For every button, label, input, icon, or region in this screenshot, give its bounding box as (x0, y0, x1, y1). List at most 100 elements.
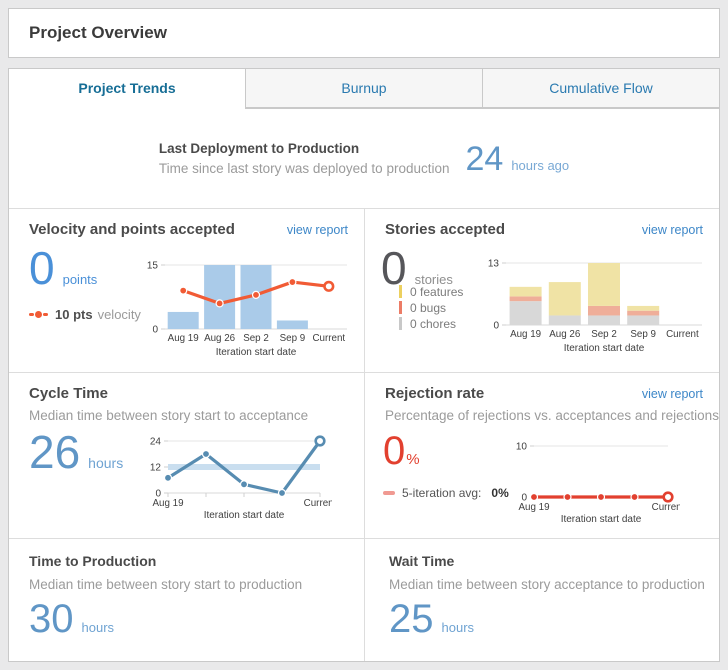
cycle-value: 26 (29, 426, 81, 478)
rejection-value-group: 0 % (383, 431, 420, 471)
velocity-panel: Velocity and points accepted view report… (9, 208, 364, 372)
svg-text:Aug 19: Aug 19 (152, 498, 183, 509)
svg-text:0: 0 (493, 321, 499, 332)
tab-cumulative-flow[interactable]: Cumulative Flow (482, 68, 720, 108)
velocity-value: 0 (29, 242, 55, 294)
svg-text:Current: Current (666, 329, 699, 340)
chores-swatch-icon (399, 317, 402, 330)
stories-value: 0 (381, 242, 407, 294)
wait-time-panel: Wait Time Median time between story acce… (364, 538, 719, 661)
bugs-legend-label: 0 bugs (410, 300, 447, 315)
deployment-text: Last Deployment to Production Time since… (159, 141, 450, 176)
rejection-subtitle: Percentage of rejections vs. acceptances… (385, 408, 719, 423)
velocity-title: Velocity and points accepted (29, 221, 235, 238)
time-to-production-unit: hours (81, 620, 115, 635)
svg-text:15: 15 (147, 261, 159, 272)
velocity-view-report-link[interactable]: view report (286, 223, 348, 237)
velocity-legend-value: 10 pts (55, 307, 93, 322)
features-swatch-icon (399, 285, 402, 298)
svg-text:12: 12 (150, 463, 162, 474)
svg-text:Current: Current (652, 502, 680, 513)
svg-text:Aug 19: Aug 19 (510, 329, 541, 340)
svg-text:Aug 19: Aug 19 (518, 502, 549, 513)
time-to-production-subtitle: Median time between story start to produ… (29, 577, 303, 592)
svg-text:Current: Current (304, 498, 332, 509)
avg-line-icon (383, 491, 395, 495)
cycle-time-title: Cycle Time (29, 385, 108, 402)
last-deployment-section: Last Deployment to Production Time since… (9, 109, 719, 208)
velocity-legend-label: velocity (97, 307, 141, 322)
stories-panel: Stories accepted view report 0 stories 0… (364, 208, 719, 372)
wait-time-value-group: 25 hours (389, 599, 474, 639)
cycle-value-group: 26 hours (29, 429, 123, 475)
svg-text:0: 0 (521, 493, 527, 504)
stories-title: Stories accepted (385, 221, 506, 238)
velocity-chart: 0 15 Aug 19 Aug 26 Sep 2 Sep 9 Current Iteratio… (147, 261, 347, 358)
velocity-value-group: 0 points (29, 245, 97, 291)
time-to-production-value: 30 (29, 597, 74, 641)
tab-bar: Project Trends Burnup Cumulative Flow (8, 68, 720, 109)
velocity-line-icon (29, 311, 48, 318)
wait-time-unit: hours (441, 620, 475, 635)
svg-text:Sep 2: Sep 2 (591, 329, 617, 340)
deployment-value-group: 24 hours ago (465, 142, 569, 176)
page-title: Project Overview (29, 23, 167, 42)
velocity-legend: 10 pts velocity (29, 307, 141, 322)
stories-view-report-link[interactable]: view report (641, 223, 703, 237)
deployment-unit: hours ago (511, 157, 570, 173)
deployment-value: 24 (465, 139, 504, 178)
legend-item-bugs: 0 bugs (399, 300, 463, 315)
rejection-unit: % (406, 451, 420, 468)
stories-chart: 0 13 Aug 19 Aug 26 Sep 2 Sep 9 Current Iteratio… (488, 259, 702, 354)
cycle-time-panel: Cycle Time Median time between story sta… (9, 372, 364, 538)
bugs-swatch-icon (399, 301, 402, 314)
rejection-rate-panel: Rejection rate view report Percentage of… (364, 372, 719, 538)
tab-project-trends[interactable]: Project Trends (8, 68, 246, 109)
svg-text:24: 24 (150, 437, 162, 448)
rejection-chart: 0 10 Aug 19 Current Iteration start date (516, 442, 680, 526)
svg-text:Sep 9: Sep 9 (280, 333, 306, 344)
svg-text:Sep 2: Sep 2 (243, 333, 269, 344)
svg-text:13: 13 (488, 259, 500, 270)
stories-unit: stories (414, 272, 453, 287)
svg-text:Aug 26: Aug 26 (549, 329, 581, 340)
svg-text:Iteration start date: Iteration start date (216, 347, 297, 358)
svg-text:Iteration start date: Iteration start date (561, 514, 642, 525)
velocity-unit: points (62, 272, 98, 287)
wait-time-subtitle: Median time between story acceptance to … (389, 577, 705, 592)
svg-text:0: 0 (155, 489, 161, 500)
page-header: Project Overview (8, 8, 720, 58)
rejection-rate-title: Rejection rate (385, 385, 485, 402)
stories-legend: 0 features 0 bugs 0 chores (399, 284, 464, 331)
stories-value-group: 0 stories (381, 245, 453, 291)
cycle-unit: hours (88, 455, 124, 471)
svg-text:Iteration start date: Iteration start date (204, 510, 285, 521)
legend-item-chores: 0 chores (399, 316, 463, 331)
rejection-value: 0 (383, 429, 406, 473)
rejection-legend-value: 0% (491, 486, 509, 500)
svg-text:Aug 26: Aug 26 (204, 333, 236, 344)
legend-item-features: 0 features (399, 284, 464, 299)
deployment-subtitle: Time since last story was deployed to pr… (158, 161, 450, 176)
deployment-title: Last Deployment to Production (158, 141, 360, 156)
wait-time-value: 25 (389, 597, 434, 641)
time-to-production-value-group: 30 hours (29, 599, 114, 639)
svg-text:Sep 9: Sep 9 (630, 329, 656, 340)
rejection-view-report-link[interactable]: view report (641, 387, 703, 401)
chores-legend-label: 0 chores (410, 316, 457, 331)
tab-burnup[interactable]: Burnup (245, 68, 483, 108)
features-legend-label: 0 features (410, 284, 464, 299)
time-to-production-title: Time to Production (29, 553, 157, 569)
svg-text:Aug 19: Aug 19 (168, 333, 199, 344)
svg-text:10: 10 (516, 442, 528, 453)
cycle-time-subtitle: Median time between story start to accep… (29, 408, 309, 423)
time-to-production-panel: Time to Production Median time between s… (9, 538, 364, 661)
svg-text:Current: Current (312, 333, 345, 344)
project-trends-content: Last Deployment to Production Time since… (8, 108, 720, 662)
svg-text:Iteration start date: Iteration start date (564, 343, 645, 354)
cycle-chart: 0 12 24 Aug 19 Current Iteration start date (150, 435, 332, 521)
wait-time-title: Wait Time (389, 553, 455, 569)
rejection-legend-prefix: 5-iteration avg: (402, 486, 482, 500)
rejection-legend: 5-iteration avg: 0% (383, 486, 509, 500)
